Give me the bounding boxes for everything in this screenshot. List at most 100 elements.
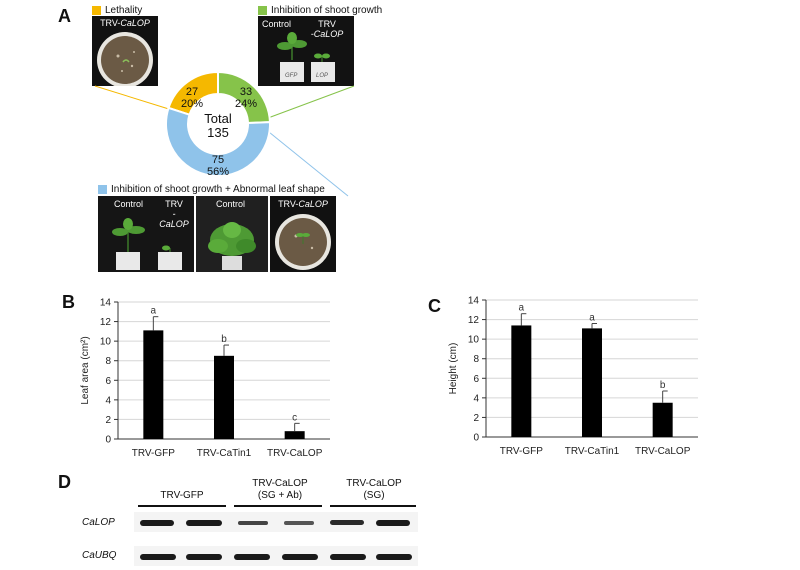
- chart-b-ytick-label: 14: [100, 298, 112, 309]
- legend-swatch-inhibition: [258, 6, 267, 15]
- pot-label-lop: LOP: [316, 73, 329, 79]
- panel-label-a: A: [58, 6, 71, 26]
- chart-b-bar-1: [143, 330, 164, 439]
- chart-c-ytick-label: 8: [473, 354, 479, 365]
- segment-label-combined: 75 56%: [202, 154, 234, 178]
- connector-lethality: [94, 85, 173, 111]
- photo-combined-gene: -CaLOP: [159, 209, 189, 229]
- band-caubq-1: [140, 554, 176, 560]
- chart-b-category-2: TRV-CaTin1: [197, 448, 252, 459]
- photo-combined-3-gene: CaLOP: [298, 199, 328, 209]
- band-calop-3: [238, 521, 268, 525]
- segment-combined-count: 75: [211, 154, 225, 166]
- chart-b-bar-2: [214, 355, 234, 439]
- legend-inhibition-label: Inhibition of shoot growth: [271, 5, 383, 16]
- chart-b-significance-3: c: [292, 412, 297, 423]
- gene-label-caubq: CaUBQ: [82, 550, 117, 561]
- band-calop-1: [140, 520, 174, 526]
- legend-swatch-combined: [98, 185, 107, 194]
- donut-center-line2: 135: [207, 125, 229, 140]
- chart-b-category-3: TRV-CaLOP: [267, 448, 323, 459]
- chart-b-significance-1: a: [151, 306, 157, 317]
- chart-b-category-1: TRV-GFP: [132, 448, 175, 459]
- photo-combined-3-title: TRV-CaLOP: [270, 199, 336, 209]
- chart-c-ytick-label: 12: [468, 315, 480, 326]
- segment-combined-percent: 56%: [206, 166, 230, 178]
- chart-c-ytick-label: 2: [473, 413, 479, 424]
- blot-group-sg-line2: (SG): [363, 490, 385, 501]
- chart-b-ytick-label: 12: [100, 317, 112, 328]
- chart-b-ytick-label: 4: [105, 395, 111, 406]
- panel-label-b: B: [62, 292, 75, 312]
- band-calop-5: [330, 520, 364, 525]
- blot-group-sgab-line: [234, 505, 322, 507]
- donut-hole: [188, 94, 248, 154]
- connector-combined: [263, 127, 349, 197]
- blot-calop: [134, 512, 418, 532]
- photo-combined-1-graphic: [112, 218, 182, 270]
- photo-combined-2-graphic: [208, 222, 256, 270]
- legend-swatch-lethality: [92, 6, 101, 15]
- chart-b-ytick-label: 10: [100, 337, 112, 348]
- segment-lethality-count: 27: [185, 86, 199, 98]
- segment-label-lethality: 27 20%: [176, 86, 208, 110]
- chart-c-significance-2: a: [589, 312, 595, 323]
- chart-c-ytick-label: 14: [468, 296, 480, 307]
- band-caubq-4: [282, 554, 318, 560]
- legend-lethality-label: Lethality: [105, 5, 143, 16]
- chart-b: 0 2 4 6 8 10 12 14 Leaf area (cm²) a TRV-GFP b TRV-C…: [80, 298, 330, 459]
- photo-combined-3-graphic: [275, 214, 331, 270]
- chart-c-category-3: TRV-CaLOP: [635, 446, 691, 457]
- photo-inhibition: Control TRV -CaLOP GFP LOP: [258, 16, 354, 86]
- blot-group-gfp: TRV-GFP: [132, 490, 232, 502]
- photo-inhibition-trv: TRV: [318, 19, 336, 29]
- connector-inhibition: [267, 85, 355, 119]
- photo-inhibition-trv-label: TRV -CaLOP: [310, 19, 344, 39]
- blot-caubq: [134, 546, 418, 566]
- photo-combined-2: Control: [196, 196, 268, 272]
- photo-lethality-trv: TRV-: [100, 18, 121, 28]
- photo-inhibition-gene: -CaLOP: [310, 29, 344, 39]
- blot-group-sgab: TRV-CaLOP (SG + Ab): [228, 478, 332, 502]
- segment-lethality-percent: 20%: [180, 98, 204, 110]
- photo-combined-3-trv: TRV-: [278, 199, 299, 209]
- chart-c-bar-2: [582, 328, 602, 437]
- band-caubq-6: [376, 554, 412, 560]
- band-calop-2: [186, 520, 222, 526]
- chart-b-ytick-label: 2: [105, 415, 111, 426]
- blot-group-gfp-label: TRV-GFP: [160, 490, 204, 501]
- donut-center-label: Total 135: [188, 112, 248, 140]
- panel-label-d: D: [58, 472, 71, 492]
- chart-c-category-2: TRV-CaTin1: [565, 446, 620, 457]
- photo-inhibition-control: Control: [262, 19, 292, 29]
- photo-lethality-graphic: [97, 32, 153, 86]
- chart-c-significance-1: a: [519, 303, 525, 314]
- band-caubq-2: [186, 554, 222, 560]
- blot-group-sgab-line2: (SG + Ab): [257, 490, 303, 501]
- chart-b-ytick-label: 6: [105, 376, 111, 387]
- pot-label-gfp: GFP: [285, 73, 298, 79]
- legend-combined-label: Inhibition of shoot growth + Abnormal le…: [111, 184, 325, 195]
- photo-inhibition-graphic: [277, 32, 335, 82]
- chart-c-ylabel: Height (cm): [448, 343, 459, 395]
- chart-b-significance-2: b: [221, 334, 227, 345]
- segment-inhibition-percent: 24%: [234, 98, 258, 110]
- photo-lethality: TRV-CaLOP: [92, 16, 158, 86]
- photo-lethality-gene: CaLOP: [120, 18, 150, 28]
- photo-combined-trv-label: TRV -CaLOP: [158, 199, 190, 229]
- gene-label-calop: CaLOP: [82, 517, 115, 528]
- blot-group-sg-line1: TRV-CaLOP: [346, 478, 402, 489]
- legend-lethality: Lethality: [92, 5, 142, 16]
- chart-b-bar-3: [284, 431, 305, 439]
- photo-lethality-title: TRV-CaLOP: [92, 18, 158, 28]
- photo-combined-trv: TRV: [165, 199, 183, 209]
- donut-center-line1: Total: [204, 111, 232, 126]
- band-caubq-3: [234, 554, 270, 560]
- blot-group-gfp-line: [138, 505, 226, 507]
- photo-combined-control-2: Control: [216, 199, 246, 209]
- chart-b-ytick-label: 8: [105, 356, 111, 367]
- chart-c-category-1: TRV-GFP: [500, 446, 543, 457]
- chart-c-ytick-label: 4: [473, 393, 479, 404]
- chart-c-bar-1: [511, 325, 532, 437]
- band-calop-6: [376, 520, 410, 526]
